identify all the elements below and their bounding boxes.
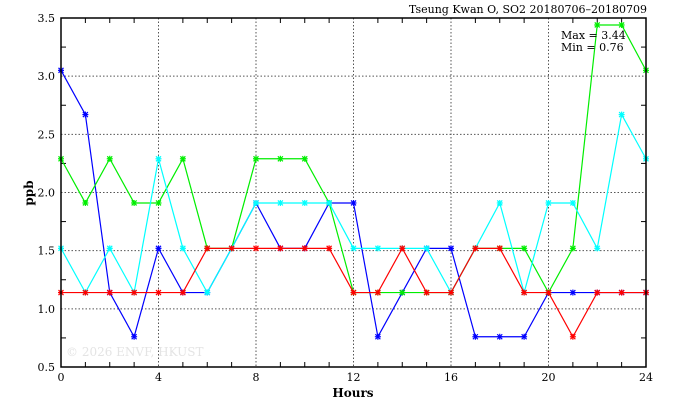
data-point-cyan [496,199,503,206]
data-point-red [545,289,552,296]
x-tick-label: 4 [155,371,162,384]
data-point-blue [82,111,89,118]
min-annotation: Min = 0.76 [561,41,624,54]
data-point-green [521,245,528,252]
data-point-green [594,21,601,28]
data-point-red [277,245,284,252]
data-point-blue [496,333,503,340]
chart-title: Tseung Kwan O, SO2 20180706–20180709 [409,3,647,16]
data-point-blue [448,245,454,252]
data-point-red [472,245,479,252]
data-point-green [301,155,308,162]
data-point-blue [155,245,162,252]
plot-frame [60,17,647,368]
y-tick-label: 3.0 [38,70,56,83]
x-tick-label: 16 [444,371,458,384]
data-point-red [253,245,259,252]
data-point-red [496,245,503,252]
data-point-cyan [618,111,625,118]
data-point-red [350,289,357,296]
data-point-cyan [594,245,601,252]
data-point-green [253,155,259,162]
data-point-cyan [569,199,576,206]
data-point-red [228,245,235,252]
data-point-cyan [106,245,113,252]
y-tick-label: 1.0 [38,303,56,316]
watermark: © 2026 ENVF, HKUST [66,345,204,359]
data-point-red [326,245,333,252]
y-tick-label: 2.0 [38,187,56,200]
axis-ticks: 0 4 8 12 16 20 24 0.5 1.0 1.5 2.0 2.5 3.0 3.5 [38,12,654,384]
y-tick-label: 2.5 [38,128,56,141]
data-point-red [131,289,138,296]
data-point-cyan [423,245,430,252]
x-tick-label: 8 [253,371,260,384]
data-point-cyan [179,245,186,252]
data-point-green [399,289,406,296]
data-point-green [179,155,186,162]
data-point-red [82,289,89,296]
x-tick-label: 12 [347,371,361,384]
data-point-cyan [155,155,162,162]
x-tick-label: 20 [542,371,556,384]
data-point-green [131,199,138,206]
data-point-cyan [253,199,259,206]
x-tick-label: 24 [639,371,653,384]
data-point-blue [374,333,381,340]
data-point-red [594,289,601,296]
data-point-red [399,245,406,252]
data-point-red [106,289,113,296]
data-point-red [374,289,381,296]
data-point-cyan [350,245,357,252]
data-point-red [179,289,186,296]
grid [61,18,646,367]
data-point-blue [350,199,357,206]
series-group [58,21,649,340]
y-tick-label: 3.5 [38,12,56,25]
data-point-green [155,199,162,206]
data-point-red [155,289,162,296]
data-point-red [423,289,430,296]
x-tick-label: 0 [58,371,65,384]
x-axis-label: Hours [332,386,373,400]
y-tick-label: 1.5 [38,245,56,258]
y-tick-label: 0.5 [38,361,56,374]
max-annotation: Max = 3.44 [561,29,626,42]
data-point-green [569,245,576,252]
data-point-cyan [326,199,333,206]
data-point-cyan [277,199,284,206]
data-point-cyan [374,245,381,252]
data-point-blue [569,289,576,296]
y-axis-label: ppb [22,180,36,205]
data-point-blue [521,333,528,340]
data-point-red [521,289,528,296]
data-point-cyan [204,289,211,296]
data-point-cyan [545,199,552,206]
data-point-red [569,333,576,340]
data-point-green [277,155,284,162]
data-point-red [618,289,625,296]
data-point-blue [472,333,479,340]
data-point-red [448,289,454,296]
data-point-green [82,199,89,206]
data-point-green [618,21,625,28]
data-point-blue [131,333,138,340]
data-point-red [204,245,211,252]
data-point-cyan [301,199,308,206]
data-point-green [106,155,113,162]
data-point-red [301,245,308,252]
